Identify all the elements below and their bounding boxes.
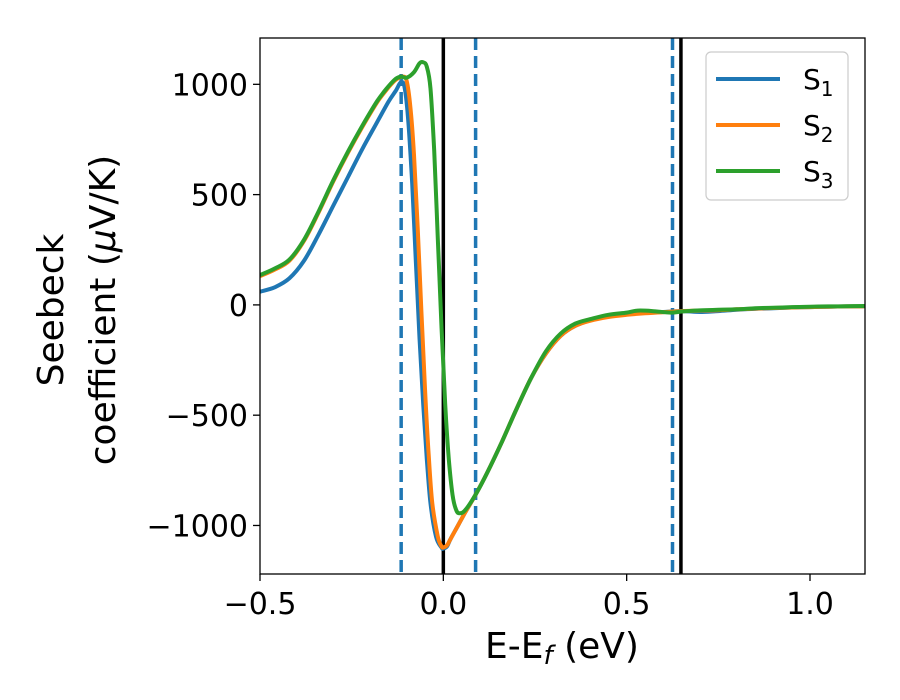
y-axis-title-line2: coefficient (μV/K) (83, 155, 124, 465)
series-line-s3 (260, 59, 865, 516)
plot-frame (259, 37, 866, 575)
x-tick-label: 1.0 (786, 587, 834, 622)
y-axis-title-line1: Seebeck (31, 233, 72, 386)
y-tick-label: 500 (191, 179, 248, 214)
x-tick-label: 0.0 (419, 587, 467, 622)
legend-label-s1: S1 (803, 63, 834, 101)
y-axis: −1000 −500 0 500 1000 (147, 68, 260, 544)
x-tick-label: −0.5 (224, 587, 297, 622)
y-tick-label: 1000 (172, 68, 248, 103)
legend: S1 S2 S3 (705, 51, 849, 201)
y-tick-label: −1000 (147, 509, 248, 544)
legend-label-s2: S2 (803, 109, 834, 147)
x-axis-title: E-Ef (eV) (485, 626, 639, 671)
legend-label-s3: S3 (803, 155, 834, 193)
y-tick-label: 0 (229, 289, 248, 324)
x-axis: −0.5 0.0 0.5 1.0 (224, 574, 834, 622)
series-layer (260, 59, 865, 551)
y-axis-title: Seebeck coefficient (μV/K) (31, 155, 124, 465)
x-tick-label: 0.5 (603, 587, 651, 622)
y-tick-label: −500 (166, 399, 248, 434)
reference-lines (399, 38, 683, 574)
